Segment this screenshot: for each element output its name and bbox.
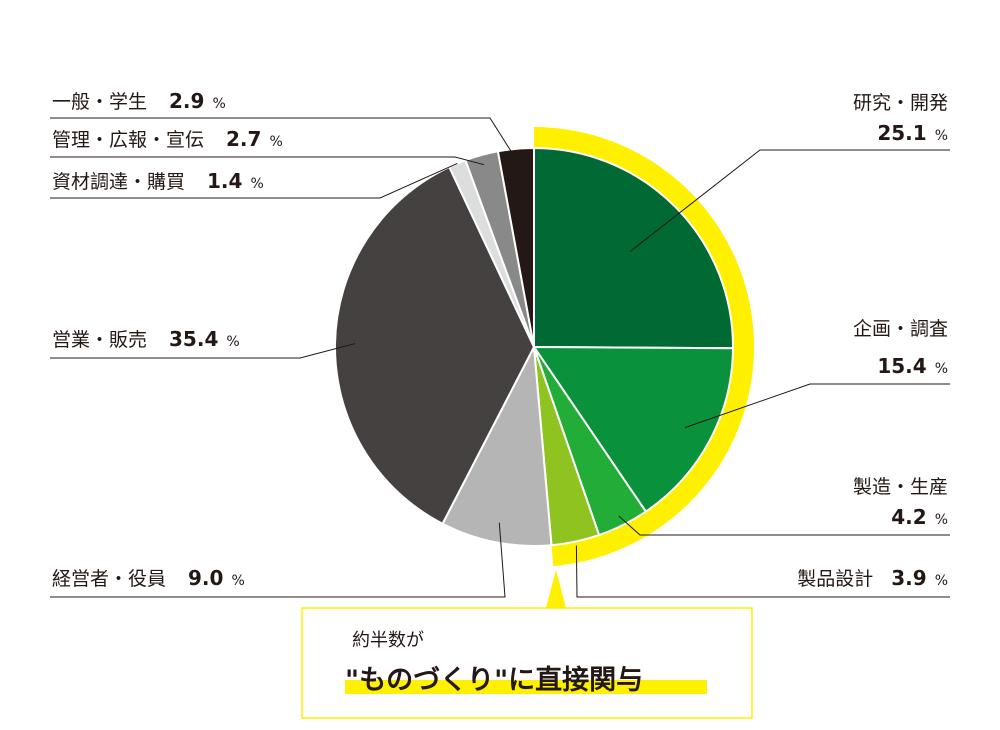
slice-value: 2.9 [169, 89, 204, 113]
slice-unit: % [269, 134, 282, 150]
pie-slice [532, 345, 735, 513]
slice-value: 2.7 [226, 127, 261, 151]
slice-value: 35.4 [169, 327, 218, 351]
leader-line [50, 117, 518, 161]
leader-line [50, 156, 485, 166]
leader-line [575, 545, 950, 598]
slice-label: 管理・広報・宣伝 [52, 129, 204, 151]
leader-line [618, 515, 950, 536]
slice-unit: % [250, 176, 263, 192]
callout-underline [345, 680, 707, 694]
leader-line [50, 522, 506, 598]
slice-label: 資材調達・購買 [52, 171, 185, 193]
pie-slice [533, 146, 735, 350]
slice-value: 15.4 [877, 354, 926, 378]
slice-value: 3.9 [891, 566, 926, 590]
callout-line1: 約半数が [352, 630, 424, 651]
callout-pointer [546, 570, 566, 608]
pie-slice [496, 146, 535, 348]
slice-unit: % [226, 334, 239, 350]
callout-box [301, 607, 753, 719]
slice-label: 製造・生産 [853, 476, 948, 498]
callout-line2: "ものづくり"に直接関与 [345, 665, 643, 696]
leader-line [629, 149, 950, 252]
slice-value: 4.2 [891, 505, 926, 529]
callout: 約半数が "ものづくり"に直接関与 [301, 570, 753, 719]
pie-slice [441, 343, 553, 547]
pie-slices [334, 146, 735, 547]
slice-value: 9.0 [188, 566, 223, 590]
slice-label: 研究・開発 [853, 92, 948, 114]
slice-unit: % [935, 361, 948, 377]
slice-label: 製品設計 [797, 568, 873, 590]
slice-unit: % [212, 96, 225, 112]
leader-line [50, 343, 356, 359]
pie-slice [334, 165, 536, 526]
slice-value: 25.1 [877, 121, 926, 145]
slice-unit: % [935, 573, 948, 589]
slice-label: 経営者・役員 [52, 568, 166, 590]
slice-unit: % [935, 512, 948, 528]
slice-value: 1.4 [207, 169, 242, 193]
leader-line [684, 383, 950, 429]
slice-label: 営業・販売 [52, 329, 147, 351]
slice-unit: % [231, 573, 244, 589]
slice-label: 一般・学生 [52, 91, 147, 113]
slice-labels: 研究・開発% 25.1 企画・調査% 15.4 製造・生産% 4.2% 3.9 製品設計 経営者… [52, 89, 948, 590]
slice-label: 企画・調査 [853, 318, 948, 340]
leader-line [50, 162, 458, 199]
leader-lines [50, 117, 950, 598]
slice-unit: % [935, 128, 948, 144]
